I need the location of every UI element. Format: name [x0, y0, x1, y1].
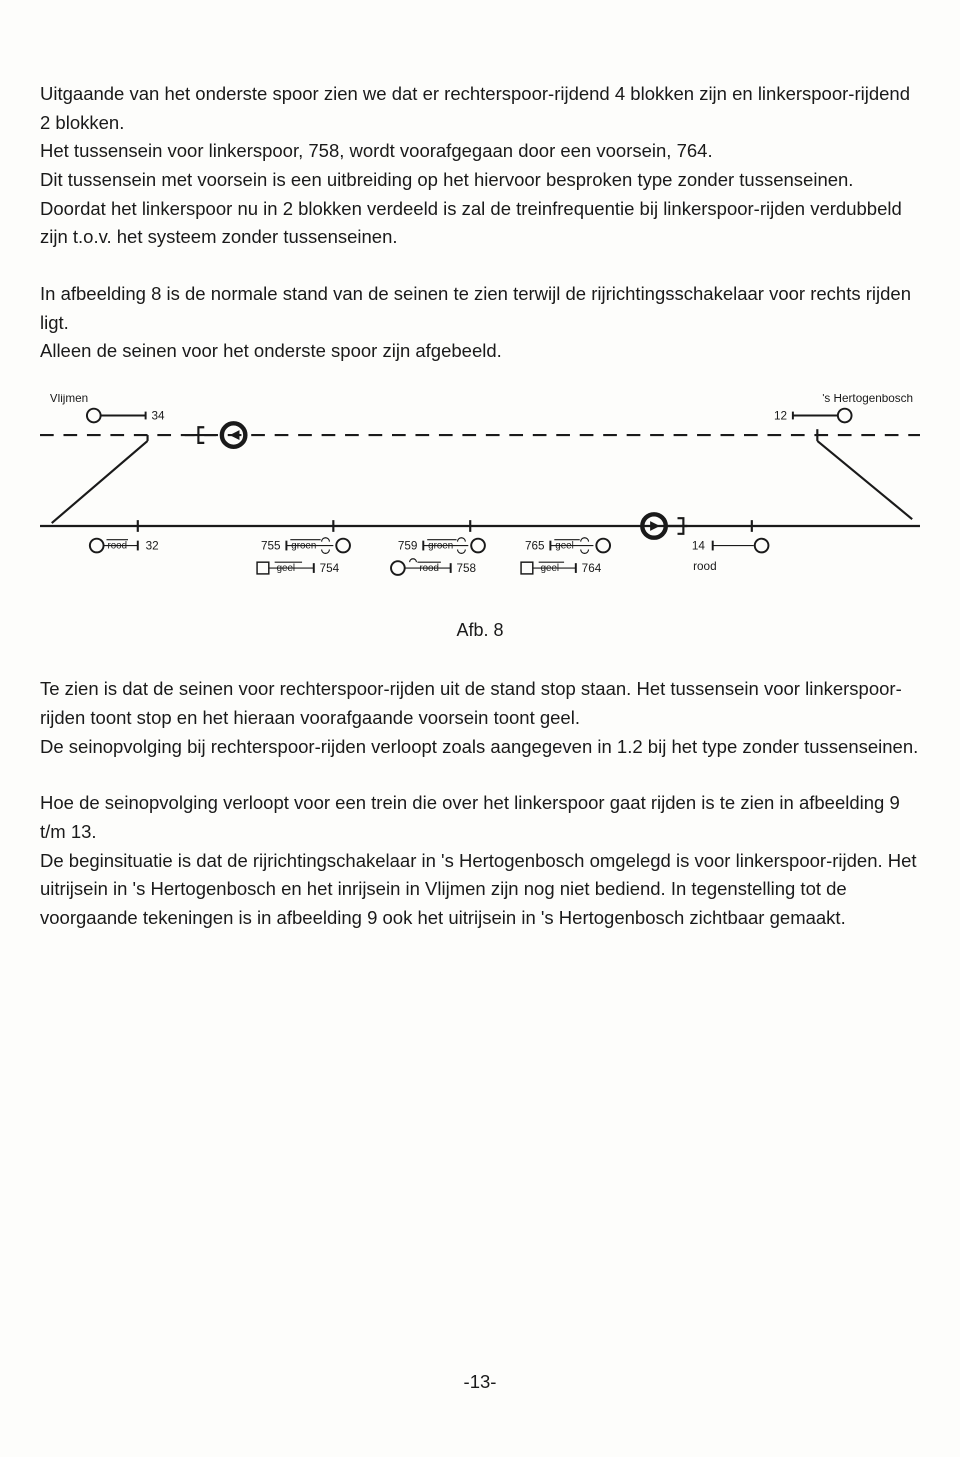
label-hertogenbosch: 's Hertogenbosch	[822, 394, 913, 405]
figure-caption: Afb. 8	[40, 617, 920, 645]
track-diagram-figure: Vlijmen 's Hertogenbosch 34 12	[40, 394, 920, 645]
signal-group-765-764: 765 geel geel 764	[521, 538, 610, 575]
signal-head-icon	[391, 561, 405, 575]
signal-head-icon	[87, 409, 101, 423]
label-755: 755	[261, 540, 281, 553]
label-764: 764	[582, 562, 602, 575]
voorsein-box-icon	[257, 562, 269, 574]
direction-switch-upper	[185, 423, 246, 446]
label-vlijmen: Vlijmen	[50, 394, 88, 405]
signal-head-icon	[90, 539, 104, 553]
voorsein-box-icon	[521, 562, 533, 574]
page-number-text: -13-	[464, 1371, 497, 1392]
paragraph-block-1: Uitgaande van het onderste spoor zien we…	[40, 80, 920, 252]
paragraph: Doordat het linkerspoor nu in 2 blokken …	[40, 195, 920, 252]
page-number: -13-	[0, 1368, 960, 1397]
paragraph: Het tussensein voor linkerspoor, 758, wo…	[40, 137, 920, 166]
label-32: 32	[146, 540, 159, 553]
paragraph: Hoe de seinopvolging verloopt voor een t…	[40, 789, 920, 846]
arrow-right-icon	[650, 521, 660, 531]
label-rood: rood	[107, 541, 127, 552]
paragraph-block-3: Te zien is dat de seinen voor rechterspo…	[40, 675, 920, 761]
label-34: 34	[151, 409, 165, 422]
signal-group-759-758: 759 groen rood 758	[391, 538, 485, 575]
signal-head-icon	[471, 539, 485, 553]
signal-group-755-754: 755 groen geel 754	[257, 538, 350, 575]
paragraph: Alleen de seinen voor het onderste spoor…	[40, 337, 920, 366]
label-759: 759	[398, 540, 418, 553]
label-754: 754	[320, 562, 340, 575]
signal-head-icon	[336, 539, 350, 553]
paragraph: Te zien is dat de seinen voor rechterspo…	[40, 675, 920, 732]
label-765: 765	[525, 540, 545, 553]
paragraph: De seinopvolging bij rechterspoor-rijden…	[40, 733, 920, 762]
paragraph: In afbeelding 8 is de normale stand van …	[40, 280, 920, 337]
signal-34: 34	[87, 409, 165, 423]
label-14: 14	[692, 540, 706, 553]
paragraph-block-2: In afbeelding 8 is de normale stand van …	[40, 280, 920, 366]
signal-head-icon	[596, 539, 610, 553]
right-switch	[817, 441, 912, 519]
signal-head-icon	[838, 409, 852, 423]
label-758: 758	[457, 562, 477, 575]
signal-14: 14 rood	[692, 539, 769, 573]
label-groen: groen	[291, 541, 316, 552]
label-rood: rood	[419, 563, 439, 574]
paragraph: Dit tussensein met voorsein is een uitbr…	[40, 166, 920, 195]
paragraph: De beginsituatie is dat de rijrichtingsc…	[40, 847, 920, 933]
signal-32: rood 32	[90, 539, 159, 553]
left-switch	[52, 435, 148, 523]
label-geel: geel	[541, 563, 559, 574]
label-geel: geel	[555, 541, 573, 552]
label-rood: rood	[693, 560, 716, 573]
signal-head-icon	[755, 539, 769, 553]
label-12: 12	[774, 409, 787, 422]
paragraph-block-4: Hoe de seinopvolging verloopt voor een t…	[40, 789, 920, 932]
arrow-left-icon	[230, 430, 240, 440]
label-groen: groen	[428, 541, 453, 552]
signal-12: 12	[774, 409, 852, 423]
label-geel: geel	[277, 563, 295, 574]
track-diagram-svg: Vlijmen 's Hertogenbosch 34 12	[40, 394, 920, 599]
paragraph: Uitgaande van het onderste spoor zien we…	[40, 80, 920, 137]
